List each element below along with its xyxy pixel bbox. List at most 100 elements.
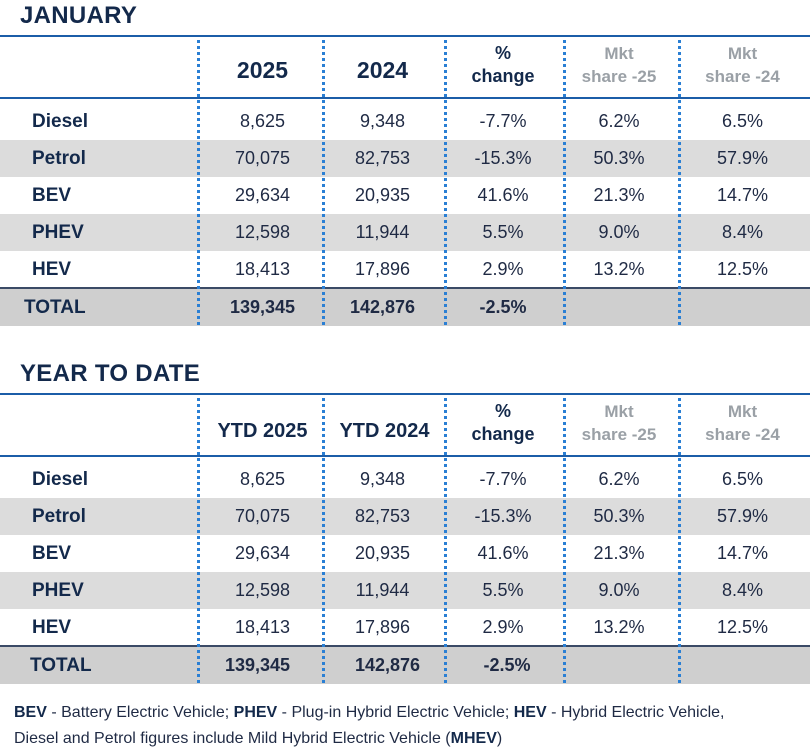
cell-2025: 18,413: [234, 259, 291, 279]
header-pct-symbol: %: [494, 401, 511, 421]
cell-change: 41.6%: [477, 185, 529, 205]
row-label: PHEV: [32, 580, 84, 601]
header-mkt-word: Mkt: [727, 402, 758, 421]
cell-share-25: 9.0%: [598, 580, 640, 600]
row-label: HEV: [32, 617, 72, 638]
cell-2024: 11,944: [355, 580, 410, 600]
cell-2025: 29,634: [234, 543, 291, 563]
cell-2025: 18,413: [234, 617, 291, 637]
row-label: Diesel: [32, 469, 88, 490]
cell-change: 5.5%: [482, 580, 524, 600]
column-divider: [322, 398, 325, 683]
cell-share-24: 14.7%: [716, 185, 769, 205]
total-2025: 139,345: [224, 655, 291, 675]
footnote-text: - Battery Electric Vehicle;: [46, 704, 234, 721]
row-label: PHEV: [32, 222, 84, 243]
column-divider: [444, 398, 447, 683]
ytd-section: YEAR TO DATE YTD 2025 YTD 2024 % change …: [0, 358, 810, 688]
total-top-rule: [0, 287, 810, 289]
cell-2025: 12,598: [234, 222, 291, 242]
table-row: PHEV 12,598 11,944 5.5% 9.0% 8.4%: [0, 572, 810, 609]
header-share-word: share -24: [705, 425, 780, 444]
cell-2025: 70,075: [234, 506, 291, 526]
section-title: JANUARY: [20, 2, 138, 29]
header-2024: 2024: [356, 57, 409, 83]
footnote-text: - Hybrid Electric Vehicle,: [546, 704, 725, 721]
cell-2024: 17,896: [354, 617, 411, 637]
row-label: Diesel: [32, 111, 88, 132]
total-row: TOTAL 139,345 142,876 -2.5%: [0, 647, 810, 684]
column-divider: [678, 398, 681, 683]
cell-change: -7.7%: [479, 111, 527, 131]
cell-2025: 12,598: [234, 580, 291, 600]
footnote-line-1: BEV - Battery Electric Vehicle; PHEV - P…: [14, 700, 804, 726]
total-change: -2.5%: [483, 655, 531, 675]
header-bottom-rule: [0, 97, 810, 99]
header-mkt-share-25: Mkt share -25: [565, 400, 673, 446]
table-row: Diesel 8,625 9,348 -7.7% 6.2% 6.5%: [0, 103, 810, 140]
header-share-word: share -25: [581, 67, 657, 86]
cell-2024: 20,935: [354, 543, 411, 563]
row-label: BEV: [32, 185, 72, 206]
cell-share-24: 57.9%: [716, 148, 769, 168]
cell-share-25: 9.0%: [598, 222, 640, 242]
cell-2024: 17,896: [354, 259, 411, 279]
cell-share-24: 8.4%: [721, 580, 764, 600]
cell-share-24: 14.7%: [716, 543, 769, 563]
cell-2025: 29,634: [234, 185, 291, 205]
column-divider: [197, 40, 200, 325]
header-ytd-2024: YTD 2024: [339, 420, 430, 442]
total-change: -2.5%: [479, 297, 527, 317]
cell-share-25: 6.2%: [598, 469, 640, 489]
cell-2025: 8,625: [239, 111, 286, 131]
total-2024: 142,876: [349, 297, 416, 317]
table-row: BEV 29,634 20,935 41.6% 21.3% 14.7%: [0, 535, 810, 572]
cell-share-25: 50.3%: [593, 506, 645, 526]
cell-share-25: 6.2%: [598, 111, 640, 131]
table-row: HEV 18,413 17,896 2.9% 13.2% 12.5%: [0, 609, 810, 646]
header-change-word: change: [471, 66, 535, 86]
total-row: TOTAL 139,345 142,876 -2.5%: [0, 289, 810, 326]
header-mkt-word: Mkt: [727, 44, 758, 63]
header-pct-change: % change: [448, 42, 558, 88]
row-label: HEV: [32, 259, 72, 280]
cell-share-24: 6.5%: [721, 111, 764, 131]
cell-2025: 70,075: [234, 148, 291, 168]
footnote-term: MHEV: [450, 730, 497, 747]
header-change-word: change: [471, 424, 535, 444]
cell-share-25: 13.2%: [593, 259, 645, 279]
header-bottom-rule: [0, 455, 810, 457]
table-row: Petrol 70,075 82,753 -15.3% 50.3% 57.9%: [0, 140, 810, 177]
column-divider: [197, 398, 200, 683]
row-label: BEV: [32, 543, 72, 564]
cell-change: -15.3%: [474, 148, 532, 168]
cell-2024: 82,753: [354, 148, 411, 168]
table-row: PHEV 12,598 11,944 5.5% 9.0% 8.4%: [0, 214, 810, 251]
total-label: TOTAL: [24, 297, 86, 318]
header-share-word: share -24: [705, 67, 780, 86]
footnote-term: PHEV: [233, 704, 278, 721]
column-divider: [444, 40, 447, 325]
cell-share-25: 50.3%: [593, 148, 645, 168]
table-row: HEV 18,413 17,896 2.9% 13.2% 12.5%: [0, 251, 810, 288]
section-title: YEAR TO DATE: [20, 360, 201, 387]
header-top-rule: [0, 393, 810, 395]
cell-share-24: 12.5%: [716, 259, 769, 279]
cell-share-24: 8.4%: [721, 222, 764, 242]
total-2024: 142,876: [354, 655, 421, 675]
header-pct-change: % change: [448, 400, 558, 446]
header-share-word: share -25: [581, 425, 657, 444]
total-label: TOTAL: [30, 655, 92, 676]
header-pct-symbol: %: [494, 43, 511, 63]
column-divider: [563, 40, 566, 325]
cell-2024: 20,935: [354, 185, 411, 205]
cell-change: 5.5%: [482, 222, 524, 242]
cell-share-25: 21.3%: [593, 543, 645, 563]
table-row: Petrol 70,075 82,753 -15.3% 50.3% 57.9%: [0, 498, 810, 535]
header-ytd-2025: YTD 2025: [217, 420, 308, 442]
cell-share-24: 57.9%: [716, 506, 769, 526]
cell-share-25: 13.2%: [593, 617, 645, 637]
header-mkt-word: Mkt: [604, 44, 634, 63]
row-label: Petrol: [32, 148, 86, 169]
footnote-line-2: Diesel and Petrol figures include Mild H…: [14, 726, 804, 752]
